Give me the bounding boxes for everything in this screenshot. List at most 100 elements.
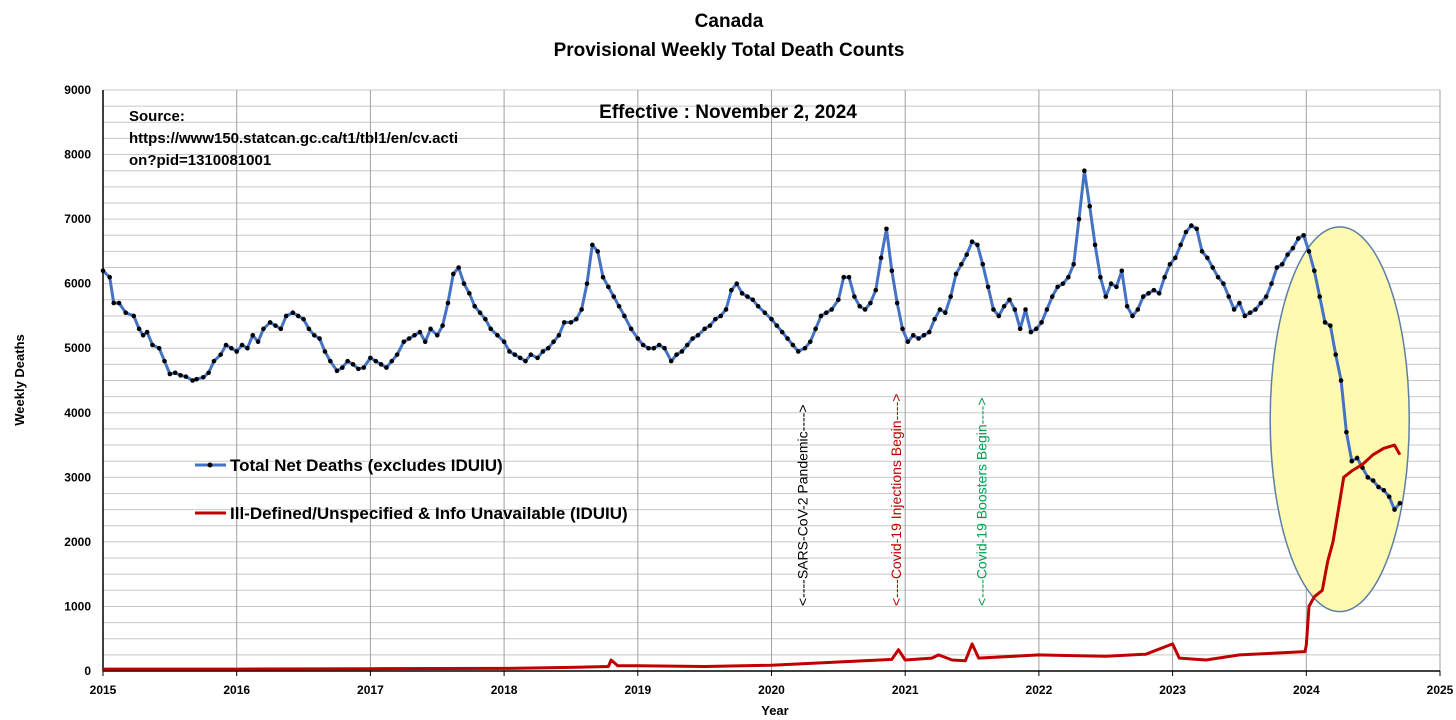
total-deaths-point bbox=[932, 316, 937, 322]
total-deaths-point bbox=[622, 313, 627, 319]
total-deaths-point bbox=[283, 313, 289, 319]
total-deaths-point bbox=[317, 336, 322, 341]
total-deaths-point bbox=[1199, 249, 1205, 254]
total-deaths-point bbox=[556, 333, 562, 338]
total-deaths-point bbox=[679, 349, 685, 354]
total-deaths-point bbox=[218, 352, 223, 357]
total-deaths-point bbox=[1033, 326, 1039, 332]
effective-date-label: Effective : November 2, 2024 bbox=[599, 102, 857, 123]
x-tick-label: 2018 bbox=[491, 683, 518, 697]
total-deaths-point bbox=[1215, 274, 1221, 280]
x-tick-label: 2021 bbox=[892, 683, 919, 697]
total-deaths-point bbox=[734, 281, 740, 286]
total-deaths-point bbox=[991, 307, 996, 312]
total-deaths-point bbox=[1082, 168, 1087, 173]
total-deaths-point bbox=[229, 345, 234, 351]
total-deaths-point bbox=[111, 300, 116, 306]
total-deaths-point bbox=[996, 313, 1002, 319]
total-deaths-point bbox=[1205, 255, 1210, 261]
total-deaths-point bbox=[456, 265, 461, 270]
chart-subtitle: Provisional Weekly Total Death Counts bbox=[554, 40, 905, 61]
legend-marker bbox=[207, 462, 213, 468]
total-deaths-point bbox=[267, 320, 273, 325]
total-deaths-point bbox=[774, 323, 780, 328]
total-deaths-point bbox=[690, 336, 695, 341]
total-deaths-point bbox=[868, 300, 873, 306]
source-text: https://www150.statcan.gc.ca/t1/tbl1/en/… bbox=[129, 130, 458, 147]
total-deaths-point bbox=[384, 365, 389, 370]
total-deaths-point bbox=[662, 345, 667, 351]
total-deaths-point bbox=[1146, 291, 1151, 296]
total-deaths-point bbox=[150, 342, 155, 348]
total-deaths-point bbox=[417, 329, 423, 335]
total-deaths-point bbox=[921, 333, 927, 338]
total-deaths-point bbox=[807, 339, 813, 345]
x-tick-label: 2017 bbox=[357, 683, 384, 697]
total-deaths-point bbox=[646, 345, 651, 351]
total-deaths-point bbox=[528, 352, 534, 357]
chart-title: Canada bbox=[695, 11, 764, 32]
total-deaths-point bbox=[1231, 307, 1237, 312]
total-deaths-point bbox=[1028, 329, 1034, 335]
total-deaths-point bbox=[412, 333, 417, 338]
total-deaths-point bbox=[573, 316, 579, 322]
x-tick-label: 2022 bbox=[1026, 683, 1053, 697]
total-deaths-point bbox=[1274, 265, 1280, 270]
total-deaths-point bbox=[628, 326, 634, 332]
source-text: Source: bbox=[129, 108, 185, 125]
total-deaths-point bbox=[674, 352, 679, 357]
total-deaths-point bbox=[1354, 455, 1360, 461]
total-deaths-point bbox=[350, 362, 356, 367]
total-deaths-point bbox=[517, 355, 523, 361]
total-deaths-point bbox=[916, 336, 921, 341]
total-deaths-point bbox=[1338, 378, 1344, 383]
total-deaths-point bbox=[595, 249, 600, 254]
total-deaths-point bbox=[1210, 265, 1216, 270]
total-deaths-point bbox=[200, 374, 206, 380]
total-deaths-point bbox=[846, 274, 852, 280]
total-deaths-point bbox=[295, 313, 301, 319]
total-deaths-point bbox=[600, 274, 606, 280]
total-deaths-point bbox=[501, 339, 507, 345]
total-deaths-point bbox=[884, 226, 889, 232]
total-deaths-point bbox=[1247, 310, 1253, 316]
total-deaths-point bbox=[1140, 294, 1146, 299]
total-deaths-point bbox=[943, 310, 948, 316]
total-deaths-point bbox=[1049, 294, 1055, 299]
total-deaths-point bbox=[561, 320, 567, 325]
x-axis-label: Year bbox=[761, 703, 788, 718]
total-deaths-point bbox=[762, 310, 768, 316]
total-deaths-point bbox=[361, 365, 367, 370]
y-tick-label: 9000 bbox=[64, 83, 91, 97]
total-deaths-point bbox=[107, 274, 112, 280]
total-deaths-point bbox=[162, 358, 167, 364]
total-deaths-point bbox=[340, 365, 345, 370]
total-deaths-point bbox=[183, 374, 189, 379]
total-deaths-point bbox=[1156, 291, 1162, 296]
total-deaths-point bbox=[1376, 484, 1381, 490]
total-deaths-point bbox=[131, 313, 137, 319]
total-deaths-point bbox=[495, 333, 500, 338]
y-tick-label: 3000 bbox=[64, 470, 91, 484]
total-deaths-point bbox=[477, 310, 483, 316]
total-deaths-point bbox=[926, 329, 932, 335]
total-deaths-point bbox=[1312, 268, 1317, 274]
total-deaths-point bbox=[116, 300, 122, 306]
total-deaths-point bbox=[606, 284, 611, 290]
total-deaths-point bbox=[535, 355, 540, 361]
total-deaths-point bbox=[483, 316, 488, 322]
total-deaths-point bbox=[852, 294, 857, 299]
x-tick-label: 2023 bbox=[1159, 683, 1186, 697]
total-deaths-point bbox=[1189, 223, 1194, 228]
total-deaths-point bbox=[611, 294, 617, 299]
total-deaths-point bbox=[1055, 284, 1060, 290]
total-deaths-point bbox=[290, 310, 296, 316]
total-deaths-point bbox=[1130, 313, 1135, 319]
total-deaths-point bbox=[334, 368, 340, 374]
x-tick-label: 2016 bbox=[223, 683, 250, 697]
total-deaths-point bbox=[785, 336, 790, 341]
total-deaths-point bbox=[900, 326, 905, 332]
total-deaths-point bbox=[1108, 281, 1114, 286]
total-deaths-point bbox=[980, 262, 986, 267]
total-deaths-point bbox=[889, 268, 895, 274]
